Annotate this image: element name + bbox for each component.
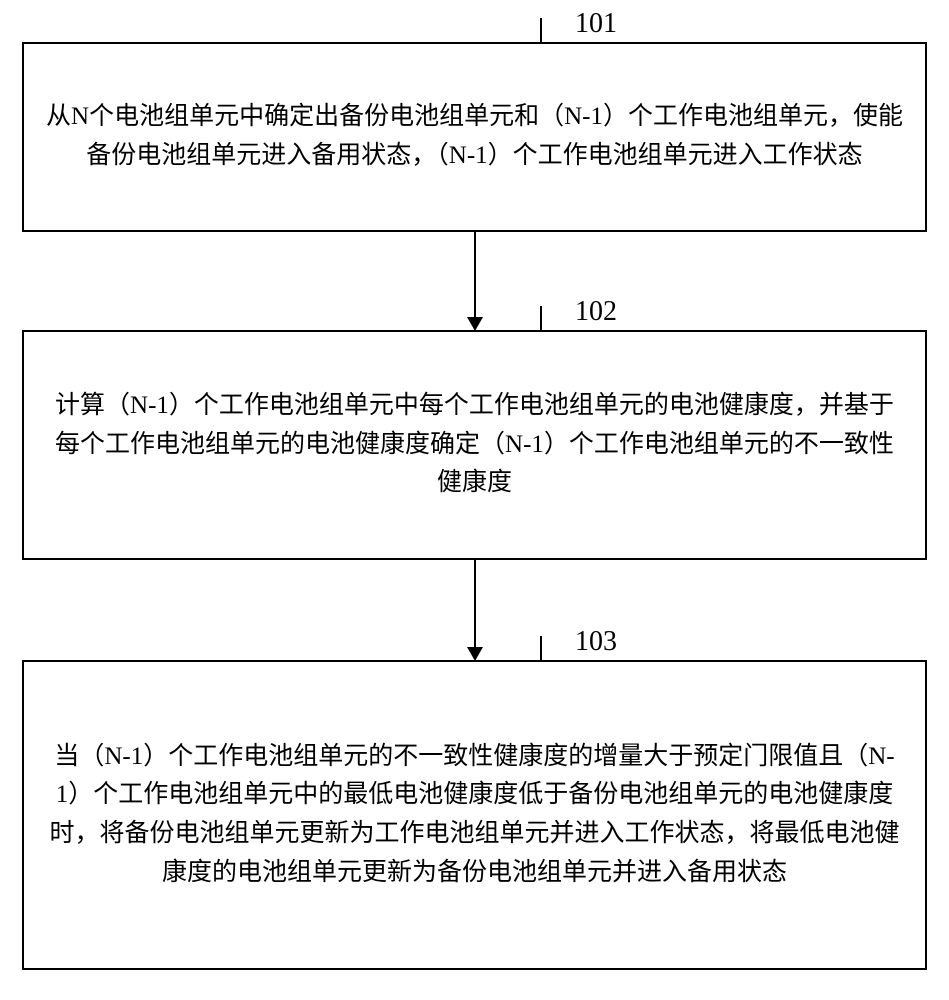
flowchart-container: 101 从N个电池组单元中确定出备份电池组单元和（N-1）个工作电池组单元，使能…: [0, 0, 949, 1000]
arrow-head-101-102: [467, 317, 483, 331]
node-text-102: 计算（N-1）个工作电池组单元中每个工作电池组单元的电池健康度，并基于每个工作电…: [44, 387, 905, 503]
arrow-line-102-103: [474, 560, 476, 647]
node-label-103: 103: [575, 626, 617, 658]
node-text-103: 当（N-1）个工作电池组单元的不一致性健康度的增量大于预定门限值且（N-1）个工…: [44, 738, 905, 893]
flowchart-node-102: 计算（N-1）个工作电池组单元中每个工作电池组单元的电池健康度，并基于每个工作电…: [22, 330, 927, 560]
flowchart-node-103: 当（N-1）个工作电池组单元的不一致性健康度的增量大于预定门限值且（N-1）个工…: [22, 660, 927, 970]
label-leader-line-102: [540, 306, 568, 332]
arrow-line-101-102: [474, 232, 476, 317]
arrow-head-102-103: [467, 647, 483, 661]
flowchart-node-101: 从N个电池组单元中确定出备份电池组单元和（N-1）个工作电池组单元，使能备份电池…: [22, 42, 927, 232]
label-leader-line-103: [540, 636, 568, 662]
node-label-102: 102: [575, 296, 617, 328]
node-label-101: 101: [575, 8, 617, 40]
label-leader-line-101: [540, 18, 568, 44]
node-text-101: 从N个电池组单元中确定出备份电池组单元和（N-1）个工作电池组单元，使能备份电池…: [44, 98, 905, 176]
